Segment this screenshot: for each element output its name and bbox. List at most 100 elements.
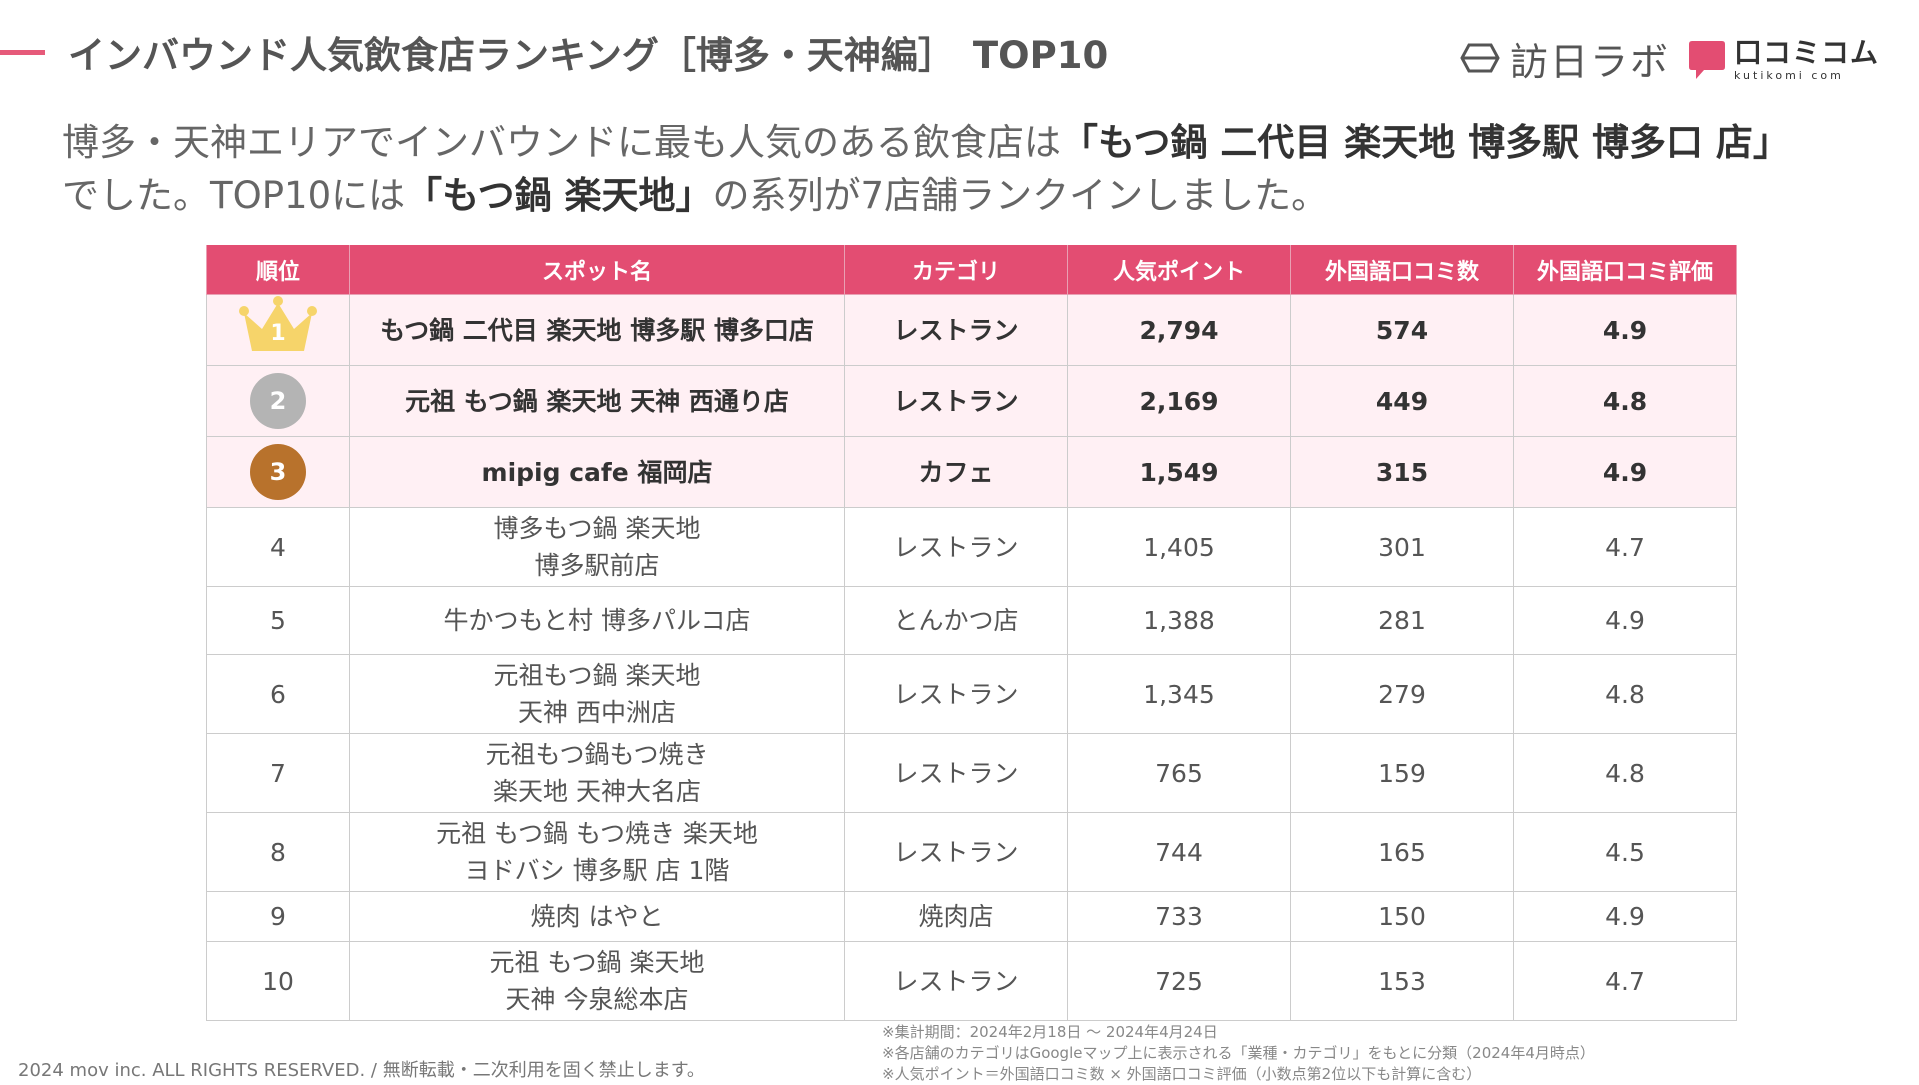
table-row: 5 牛かつもと村 博多パルコ店 とんかつ店 1,388 281 4.9 [206, 586, 1737, 655]
rating-cell: 4.9 [1513, 294, 1737, 366]
footnote-points: ※人気ポイント＝外国語口コミ数 × 外国語口コミ評価（小数点第2位以下も計算に含… [882, 1065, 1482, 1083]
spot-name-cell: 牛かつもと村 博多パルコ店 [349, 586, 845, 655]
title-top10: TOP10 [972, 34, 1109, 77]
spot-name-cell: もつ鍋 二代目 楽天地 博多駅 博多口店 [349, 294, 845, 366]
points-cell: 1,405 [1067, 507, 1291, 587]
kuchikomi-subtext: kutikomi com [1734, 69, 1844, 82]
intro-line1-plain: 博多・天神エリアでインバウンドに最も人気のある飲食店は [62, 121, 1061, 164]
header-reviews: 外国語口コミ数 [1290, 245, 1514, 295]
category-cell: レストラン [844, 507, 1068, 587]
spot-name-line: 元祖もつ鍋 楽天地 [493, 661, 701, 690]
houjin-lab-text: 訪日ラボ [1510, 39, 1671, 84]
spot-name-cell: 焼肉 はやと [349, 891, 845, 942]
points-cell: 1,388 [1067, 586, 1291, 655]
points-cell: 725 [1067, 941, 1291, 1021]
header-category: カテゴリ [844, 245, 1068, 295]
footnotes: ※集計期間：2024年2月18日 〜 2024年4月24日 ※各店舗のカテゴリは… [882, 1022, 1595, 1085]
table-row: 9 焼肉 はやと 焼肉店 733 150 4.9 [206, 891, 1737, 942]
intro-line2-emphasis: 「もつ鍋 楽天地」 [405, 174, 713, 217]
footnote-period: ※集計期間：2024年2月18日 〜 2024年4月24日 [882, 1023, 1218, 1041]
table-row: 10 元祖 もつ鍋 楽天地 天神 今泉総本店 レストラン 725 153 4.7 [206, 941, 1737, 1021]
header-name: スポット名 [349, 245, 845, 295]
category-cell: カフェ [844, 436, 1068, 508]
spot-name-line-2: 博多駅前店 [534, 551, 660, 580]
header-rating: 外国語口コミ評価 [1513, 245, 1737, 295]
spot-name-cell: 元祖もつ鍋 楽天地 天神 西中洲店 [349, 654, 845, 734]
bronze-medal-icon: 3 [250, 444, 306, 500]
table-header-row: 順位 スポット名 カテゴリ 人気ポイント 外国語口コミ数 外国語口コミ評価 [206, 245, 1737, 295]
page-title: インバウンド人気飲食店ランキング［博多・天神編］ TOP10 [68, 26, 1108, 86]
category-cell: レストラン [844, 812, 1068, 892]
spot-name-line-2: 天神 今泉総本店 [505, 985, 689, 1014]
rank-cell: 2 [206, 365, 350, 437]
spot-name-line: mipig cafe 福岡店 [481, 457, 713, 487]
rating-cell: 4.9 [1513, 436, 1737, 508]
copyright-text: 2024 mov inc. ALL RIGHTS RESERVED. / 無断転… [18, 1060, 705, 1081]
category-cell: レストラン [844, 294, 1068, 366]
spot-name-cell: 博多もつ鍋 楽天地 博多駅前店 [349, 507, 845, 587]
category-cell: とんかつ店 [844, 586, 1068, 655]
reviews-cell: 165 [1290, 812, 1514, 892]
table-row: 3 mipig cafe 福岡店 カフェ 1,549 315 4.9 [206, 436, 1737, 508]
points-cell: 744 [1067, 812, 1291, 892]
spot-name-cell: 元祖もつ鍋もつ焼き 楽天地 天神大名店 [349, 733, 845, 813]
intro-line2-start: でした。TOP10には [62, 174, 406, 217]
category-cell: レストラン [844, 365, 1068, 437]
reviews-cell: 449 [1290, 365, 1514, 437]
points-cell: 1,549 [1067, 436, 1291, 508]
ranking-table: 順位 スポット名 カテゴリ 人気ポイント 外国語口コミ数 外国語口コミ評価 1 [206, 245, 1737, 1021]
spot-name-line: 元祖もつ鍋もつ焼き [485, 740, 709, 769]
spot-name-cell: 元祖 もつ鍋 楽天地 天神 西通り店 [349, 365, 845, 437]
rating-cell: 4.7 [1513, 507, 1737, 587]
accent-bar [0, 50, 45, 55]
spot-name-cell: 元祖 もつ鍋 もつ焼き 楽天地 ヨドバシ 博多駅 店 1階 [349, 812, 845, 892]
footnote-category: ※各店舗のカテゴリはGoogleマップ上に表示される「業種・カテゴリ」をもとに分… [882, 1044, 1595, 1062]
rank-cell: 1 [206, 294, 350, 366]
rating-cell: 4.9 [1513, 586, 1737, 655]
intro-text: 博多・天神エリアでインバウンドに最も人気のある飲食店は「もつ鍋 二代目 楽天地 … [62, 116, 1882, 222]
spot-name-line: 牛かつもと村 博多パルコ店 [443, 606, 751, 635]
rank-cell: 3 [206, 436, 350, 508]
reviews-cell: 159 [1290, 733, 1514, 813]
rating-cell: 4.8 [1513, 654, 1737, 734]
intro-line2-end: の系列が7店舗ランクインしました。 [712, 174, 1329, 217]
table-row: 4 博多もつ鍋 楽天地 博多駅前店 レストラン 1,405 301 4.7 [206, 507, 1737, 587]
rank-cell: 7 [206, 733, 350, 813]
rating-cell: 4.5 [1513, 812, 1737, 892]
reviews-cell: 153 [1290, 941, 1514, 1021]
intro-line1-emphasis: 「もつ鍋 二代目 楽天地 博多駅 博多口 店」 [1061, 121, 1790, 164]
spot-name-line: 元祖 もつ鍋 楽天地 天神 西通り店 [405, 386, 789, 416]
rating-cell: 4.8 [1513, 365, 1737, 437]
table-row: 6 元祖もつ鍋 楽天地 天神 西中洲店 レストラン 1,345 279 4.8 [206, 654, 1737, 734]
spot-name-cell: mipig cafe 福岡店 [349, 436, 845, 508]
houjin-lab-icon [1460, 43, 1500, 73]
kuchikomi-speech-icon [1689, 41, 1725, 79]
reviews-cell: 281 [1290, 586, 1514, 655]
rank-cell: 8 [206, 812, 350, 892]
category-cell: レストラン [844, 654, 1068, 734]
rank-cell: 10 [206, 941, 350, 1021]
houjin-lab-logo: 訪日ラボ [1460, 30, 1670, 86]
points-cell: 2,794 [1067, 294, 1291, 366]
category-cell: レストラン [844, 733, 1068, 813]
category-cell: レストラン [844, 941, 1068, 1021]
rank-cell: 6 [206, 654, 350, 734]
rank-cell: 5 [206, 586, 350, 655]
rating-cell: 4.7 [1513, 941, 1737, 1021]
spot-name-line: 焼肉 はやと [530, 902, 664, 931]
kuchikomi-text: 口コミコム [1734, 36, 1880, 69]
table-row: 7 元祖もつ鍋もつ焼き 楽天地 天神大名店 レストラン 765 159 4.8 [206, 733, 1737, 813]
spot-name-line: 元祖 もつ鍋 楽天地 [489, 948, 705, 977]
crown-icon: 1 [238, 295, 318, 355]
spot-name-line-2: 楽天地 天神大名店 [493, 777, 701, 806]
header-points: 人気ポイント [1067, 245, 1291, 295]
table-row: 8 元祖 もつ鍋 もつ焼き 楽天地 ヨドバシ 博多駅 店 1階 レストラン 744… [206, 812, 1737, 892]
category-cell: 焼肉店 [844, 891, 1068, 942]
rating-cell: 4.8 [1513, 733, 1737, 813]
rating-cell: 4.9 [1513, 891, 1737, 942]
points-cell: 1,345 [1067, 654, 1291, 734]
table-row: 2 元祖 もつ鍋 楽天地 天神 西通り店 レストラン 2,169 449 4.8 [206, 365, 1737, 437]
spot-name-line-2: 天神 西中洲店 [518, 698, 676, 727]
rank-cell: 9 [206, 891, 350, 942]
reviews-cell: 315 [1290, 436, 1514, 508]
